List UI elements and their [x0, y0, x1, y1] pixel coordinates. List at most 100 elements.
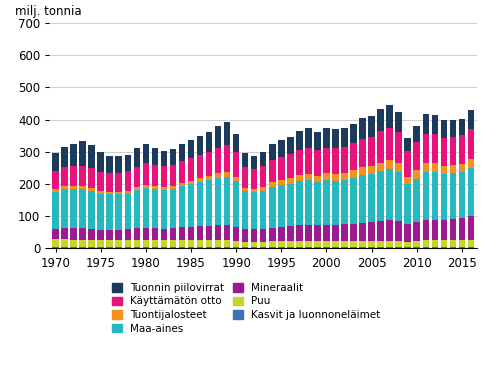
Bar — [251, 192, 257, 229]
Bar — [287, 184, 294, 226]
Bar — [359, 241, 366, 247]
Bar — [423, 220, 429, 240]
Bar — [160, 166, 167, 187]
Bar — [124, 229, 131, 240]
Bar — [377, 131, 384, 163]
Bar — [152, 228, 158, 240]
Bar — [314, 225, 321, 241]
Bar — [278, 247, 284, 248]
Text: milj. tonnia: milj. tonnia — [15, 5, 82, 18]
Bar — [251, 169, 257, 189]
Bar — [52, 153, 59, 171]
Bar — [179, 144, 185, 161]
Bar — [106, 230, 113, 240]
Bar — [305, 225, 311, 241]
Bar — [386, 128, 393, 160]
Bar — [323, 225, 330, 241]
Bar — [413, 126, 420, 142]
Bar — [215, 126, 221, 148]
Bar — [468, 216, 474, 240]
Bar — [188, 184, 194, 227]
Bar — [278, 180, 284, 185]
Bar — [188, 181, 194, 184]
Bar — [341, 180, 348, 225]
Bar — [287, 178, 294, 184]
Bar — [278, 157, 284, 180]
Bar — [332, 129, 338, 148]
Bar — [206, 180, 212, 226]
Bar — [269, 241, 276, 247]
Bar — [341, 247, 348, 248]
Bar — [386, 169, 393, 220]
Bar — [52, 171, 59, 189]
Bar — [350, 143, 357, 170]
Bar — [440, 220, 447, 240]
Bar — [215, 225, 221, 240]
Bar — [296, 241, 303, 247]
Bar — [124, 191, 131, 193]
Bar — [278, 185, 284, 227]
Bar — [396, 132, 402, 163]
Bar — [197, 178, 203, 182]
Bar — [314, 247, 321, 248]
Bar — [242, 167, 248, 188]
Bar — [296, 175, 303, 181]
Bar — [341, 225, 348, 241]
Bar — [124, 172, 131, 191]
Bar — [224, 122, 230, 145]
Bar — [431, 134, 438, 163]
Bar — [296, 131, 303, 150]
Bar — [305, 148, 311, 174]
Bar — [359, 167, 366, 175]
Bar — [89, 229, 95, 240]
Bar — [179, 161, 185, 183]
Bar — [79, 240, 86, 247]
Bar — [396, 221, 402, 241]
Bar — [152, 186, 158, 189]
Bar — [440, 166, 447, 174]
Bar — [197, 182, 203, 227]
Bar — [287, 247, 294, 248]
Bar — [386, 160, 393, 169]
Bar — [133, 247, 140, 248]
Bar — [377, 109, 384, 131]
Bar — [278, 241, 284, 247]
Bar — [314, 176, 321, 182]
Bar — [89, 168, 95, 188]
Bar — [423, 247, 429, 248]
Bar — [170, 247, 176, 248]
Bar — [413, 142, 420, 170]
Bar — [79, 165, 86, 186]
Bar — [62, 167, 68, 186]
Bar — [341, 147, 348, 173]
Bar — [160, 190, 167, 229]
Bar — [188, 140, 194, 159]
Bar — [359, 175, 366, 223]
Bar — [242, 247, 248, 248]
Bar — [332, 181, 338, 225]
Bar — [404, 241, 411, 247]
Bar — [404, 177, 411, 184]
Bar — [62, 186, 68, 189]
Bar — [170, 240, 176, 247]
Bar — [97, 247, 104, 248]
Bar — [396, 241, 402, 247]
Bar — [97, 194, 104, 230]
Bar — [179, 183, 185, 186]
Bar — [423, 114, 429, 134]
Bar — [97, 230, 104, 240]
Bar — [369, 137, 375, 166]
Bar — [404, 138, 411, 151]
Bar — [70, 144, 77, 166]
Bar — [133, 190, 140, 228]
Bar — [296, 150, 303, 175]
Bar — [170, 165, 176, 186]
Bar — [215, 240, 221, 247]
Bar — [215, 247, 221, 248]
Bar — [359, 247, 366, 248]
Bar — [423, 163, 429, 172]
Bar — [179, 247, 185, 248]
Bar — [377, 221, 384, 241]
Bar — [323, 241, 330, 247]
Bar — [89, 145, 95, 168]
